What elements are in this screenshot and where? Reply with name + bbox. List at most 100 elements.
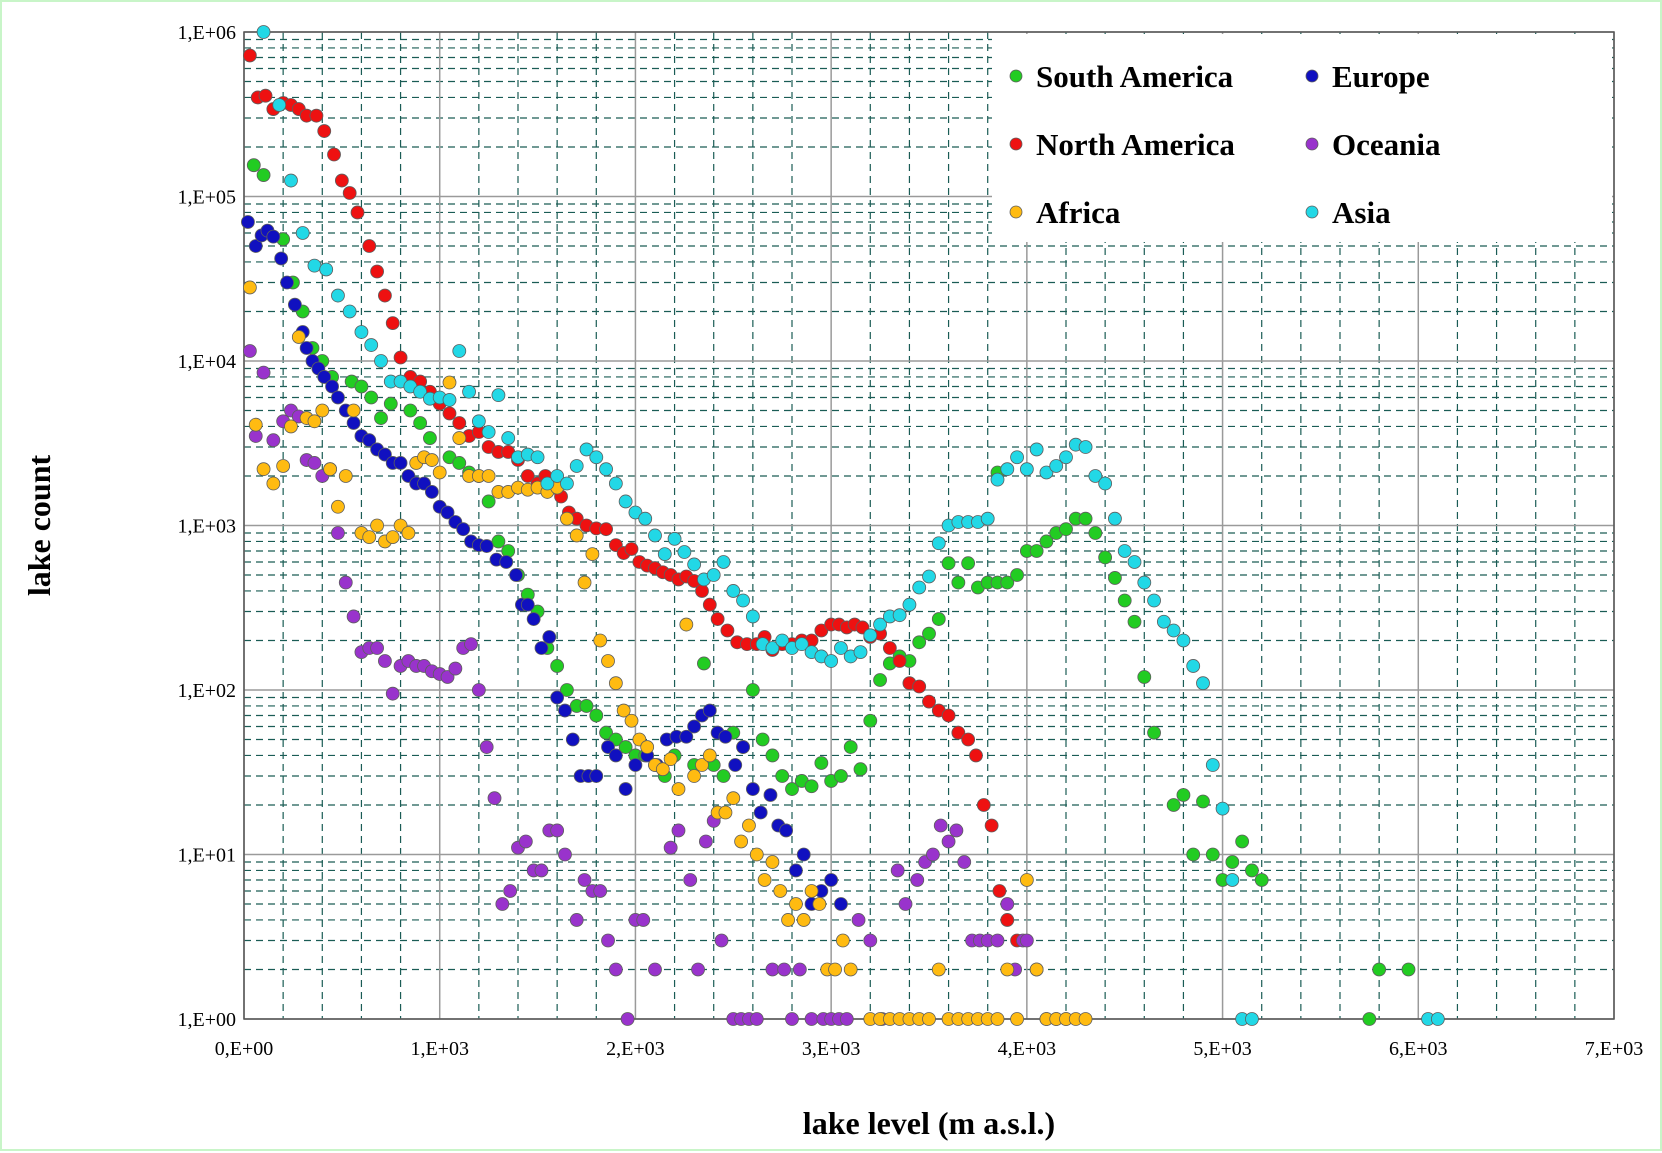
- data-point: [990, 933, 1005, 948]
- data-point: [589, 708, 604, 723]
- data-point: [628, 505, 643, 520]
- data-point: [736, 593, 750, 608]
- legend-marker: [1009, 69, 1023, 83]
- data-point: [1362, 1012, 1377, 1026]
- data-point: [274, 251, 289, 266]
- data-point: [530, 450, 545, 465]
- data-point: [256, 462, 271, 477]
- y-tick-label: 1,E+02: [178, 680, 237, 702]
- y-tick-label: 1,E+06: [178, 22, 237, 44]
- data-point: [479, 740, 494, 754]
- data-point: [671, 823, 686, 838]
- data-point: [417, 476, 431, 491]
- data-point: [804, 884, 819, 898]
- data-point: [961, 556, 976, 571]
- data-point: [951, 575, 966, 590]
- data-point: [499, 555, 514, 569]
- data-point: [1245, 1012, 1259, 1026]
- data-point: [1205, 847, 1220, 862]
- data-point: [1166, 623, 1181, 638]
- series-europe: [241, 215, 848, 911]
- data-point: [1059, 522, 1073, 537]
- data-point: [775, 633, 790, 648]
- data-point: [471, 683, 486, 697]
- data-point: [640, 740, 655, 754]
- data-point: [618, 782, 633, 796]
- data-point: [804, 1012, 819, 1026]
- data-point: [931, 612, 946, 626]
- data-point: [957, 855, 972, 869]
- legend-label: South America: [1036, 59, 1234, 94]
- data-point: [560, 476, 574, 491]
- data-point: [792, 962, 807, 977]
- data-point: [378, 447, 392, 462]
- data-point: [1372, 962, 1387, 977]
- data-point: [256, 365, 271, 380]
- data-point: [364, 390, 379, 405]
- data-point: [824, 654, 839, 668]
- series-asia: [256, 25, 1445, 1026]
- data-point: [1000, 575, 1015, 590]
- x-tick-label: 5,E+03: [1193, 1038, 1252, 1060]
- data-point: [242, 344, 257, 358]
- data-point: [385, 316, 400, 330]
- x-tick-label: 6,E+03: [1389, 1038, 1448, 1060]
- data-point: [931, 962, 946, 977]
- data-point: [569, 528, 584, 543]
- data-point: [1019, 933, 1034, 948]
- data-point: [773, 884, 788, 898]
- data-point: [814, 756, 829, 770]
- data-point: [374, 411, 388, 425]
- data-point: [873, 673, 887, 687]
- data-point: [1176, 633, 1191, 648]
- data-point: [242, 48, 257, 63]
- data-point: [1029, 544, 1044, 558]
- data-point: [550, 690, 565, 705]
- data-point: [440, 505, 455, 520]
- data-point: [618, 740, 633, 754]
- data-point: [1000, 962, 1015, 977]
- data-point: [307, 456, 322, 470]
- data-point: [902, 597, 917, 612]
- data-point: [763, 788, 778, 802]
- data-point: [540, 476, 555, 491]
- data-point: [755, 732, 770, 747]
- data-point: [593, 884, 608, 898]
- data-point: [242, 280, 257, 295]
- x-axis-title: lake level (m a.s.l.): [803, 1105, 1055, 1141]
- data-point: [949, 823, 964, 838]
- data-point: [491, 388, 506, 403]
- data-point: [951, 725, 966, 740]
- data-point: [385, 686, 400, 701]
- y-tick-label: 1,E+04: [178, 351, 237, 373]
- data-point: [338, 575, 353, 590]
- data-point: [702, 597, 717, 612]
- data-point: [599, 462, 613, 477]
- data-point: [346, 609, 361, 624]
- data-point: [835, 933, 850, 948]
- data-point: [789, 863, 803, 878]
- data-point: [258, 88, 273, 103]
- data-point: [1010, 450, 1024, 465]
- data-point: [892, 654, 907, 668]
- data-point: [299, 341, 314, 355]
- data-point: [616, 703, 631, 718]
- data-point: [280, 275, 294, 290]
- data-point: [1186, 659, 1201, 673]
- data-point: [403, 403, 418, 418]
- data-point: [560, 683, 574, 697]
- data-point: [714, 933, 729, 948]
- data-point: [370, 264, 384, 279]
- data-point: [452, 456, 467, 470]
- data-point: [882, 641, 897, 655]
- data-point: [317, 124, 332, 138]
- data-point: [1000, 897, 1015, 911]
- data-point: [961, 732, 976, 747]
- data-point: [608, 748, 623, 763]
- data-point: [1166, 798, 1181, 812]
- x-axis-tick-labels: 0,E+00 1,E+03 2,E+03 3,E+03 4,E+03 5,E+03 6,E+…: [215, 1038, 1644, 1060]
- data-point: [423, 431, 437, 445]
- data-point: [256, 25, 271, 39]
- data-point: [753, 805, 768, 820]
